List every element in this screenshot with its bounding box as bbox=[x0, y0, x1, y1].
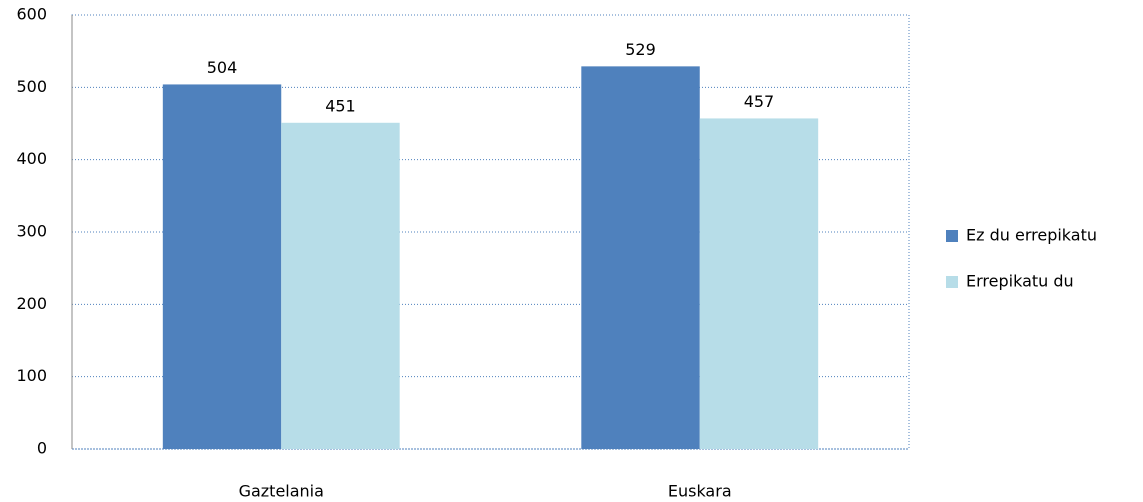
y-tick-label: 500 bbox=[16, 77, 47, 96]
x-tick-label: Euskara bbox=[668, 482, 732, 501]
data-label: 457 bbox=[744, 92, 775, 111]
bar bbox=[699, 118, 819, 449]
y-tick-label: 400 bbox=[16, 149, 47, 168]
data-label: 504 bbox=[207, 58, 238, 77]
x-tick-label: Gaztelania bbox=[239, 482, 324, 501]
bar bbox=[281, 122, 400, 449]
y-tick-label: 300 bbox=[16, 222, 47, 241]
data-label: 529 bbox=[625, 40, 656, 59]
bar bbox=[581, 66, 700, 450]
y-tick-label: 600 bbox=[16, 5, 47, 24]
y-tick-label: 0 bbox=[37, 439, 47, 458]
legend-label: Ez du errepikatu bbox=[966, 226, 1097, 245]
y-tick-label: 200 bbox=[16, 294, 47, 313]
legend-label: Errepikatu du bbox=[966, 272, 1074, 291]
data-label: 451 bbox=[325, 96, 356, 115]
y-tick-label: 100 bbox=[16, 366, 47, 385]
legend-swatch bbox=[946, 230, 958, 242]
bar bbox=[162, 84, 282, 449]
legend-swatch bbox=[946, 276, 958, 288]
